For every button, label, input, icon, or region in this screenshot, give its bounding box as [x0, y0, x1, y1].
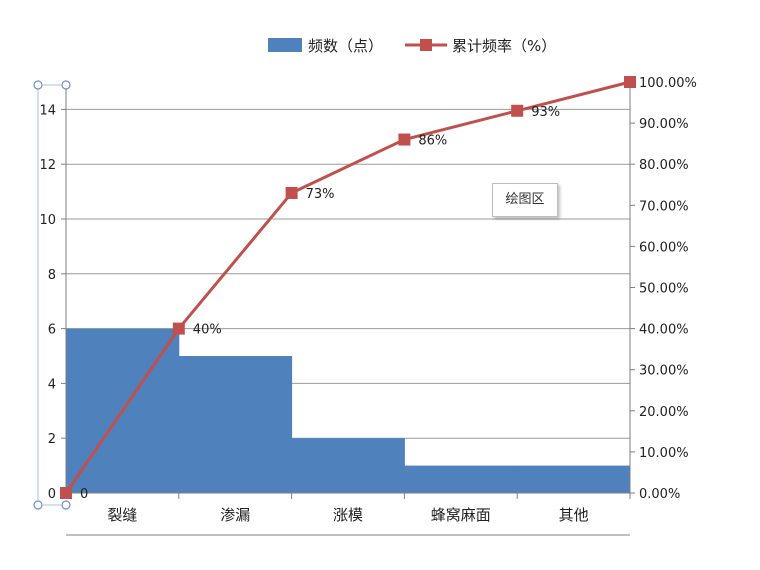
left-tick-label-1: 2 [48, 432, 56, 447]
right-tick-label-0: 0.00% [639, 487, 680, 502]
right-tick-label-6: 60.00% [639, 240, 689, 255]
category-label-1: 渗漏 [220, 506, 250, 524]
line-series [60, 76, 636, 499]
left-tick-label-7: 14 [39, 103, 56, 118]
legend: 频数（点） 累计频率（%） [268, 37, 556, 55]
bar-2 [291, 438, 405, 493]
selection-handle-2[interactable] [33, 500, 43, 510]
line-marker-3 [398, 133, 411, 146]
category-labels: 裂缝 渗漏 涨模 蜂窝麻面 其他 [107, 506, 588, 524]
line-data-label-4: 93% [531, 105, 560, 120]
left-tick-label-3: 6 [48, 323, 56, 338]
left-tick-label-0: 0 [48, 487, 56, 502]
right-tick-label-5: 50.00% [639, 282, 689, 297]
line-marker-0 [60, 487, 72, 499]
axes [65, 82, 631, 536]
right-tick-label-4: 40.00% [639, 323, 689, 338]
left-axis-ticks: 0 2 4 6 8 10 12 14 [39, 103, 66, 502]
selection-handle-1[interactable] [61, 80, 71, 90]
line-data-label-1: 40% [193, 323, 222, 338]
legend-label-bar: 频数（点） [308, 37, 383, 55]
category-label-2: 涨模 [333, 506, 363, 524]
category-label-4: 其他 [559, 506, 589, 524]
right-tick-label-1: 10.00% [639, 446, 689, 461]
category-label-3: 蜂窝麻面 [431, 506, 491, 524]
right-tick-label-2: 20.00% [639, 405, 689, 420]
left-tick-label-2: 4 [48, 377, 56, 392]
line-data-label-3: 86% [418, 134, 447, 149]
right-axis-ticks: 0.00% 10.00% 20.00% 30.00% 40.00% 50.00% 60.00… [630, 76, 697, 502]
line-marker-1 [172, 322, 185, 335]
bar-4 [517, 465, 631, 493]
category-label-0: 裂缝 [107, 506, 137, 524]
legend-swatch-bar [268, 38, 302, 52]
line-marker-5 [624, 76, 636, 88]
line-marker-2 [285, 186, 298, 199]
right-tick-label-10: 100.00% [639, 76, 697, 91]
line-marker-4 [511, 104, 524, 117]
right-tick-label-7: 70.00% [639, 199, 689, 214]
left-tick-label-6: 12 [39, 158, 56, 173]
selection-handles[interactable] [33, 80, 71, 510]
bar-1 [178, 356, 293, 493]
right-tick-label-3: 30.00% [639, 364, 689, 379]
right-tick-label-8: 80.00% [639, 158, 689, 173]
legend-label-line: 累计频率（%） [452, 37, 556, 55]
cumulative-line [64, 80, 631, 494]
plot-area-tooltip: 绘图区 [492, 183, 558, 217]
left-tick-label-5: 10 [39, 213, 56, 228]
bar-3 [404, 465, 518, 493]
bar-series [66, 328, 631, 493]
right-tick-label-9: 90.00% [639, 117, 689, 132]
line-data-label-2: 73% [306, 187, 335, 202]
line-data-label-0: 0 [80, 487, 88, 502]
selection-handle-0[interactable] [33, 80, 43, 90]
selection-handle-3[interactable] [61, 500, 71, 510]
legend-swatch-marker [420, 39, 432, 51]
line-data-labels: 0 40% 73% 86% 93% [80, 105, 560, 502]
left-tick-label-4: 8 [48, 268, 56, 283]
